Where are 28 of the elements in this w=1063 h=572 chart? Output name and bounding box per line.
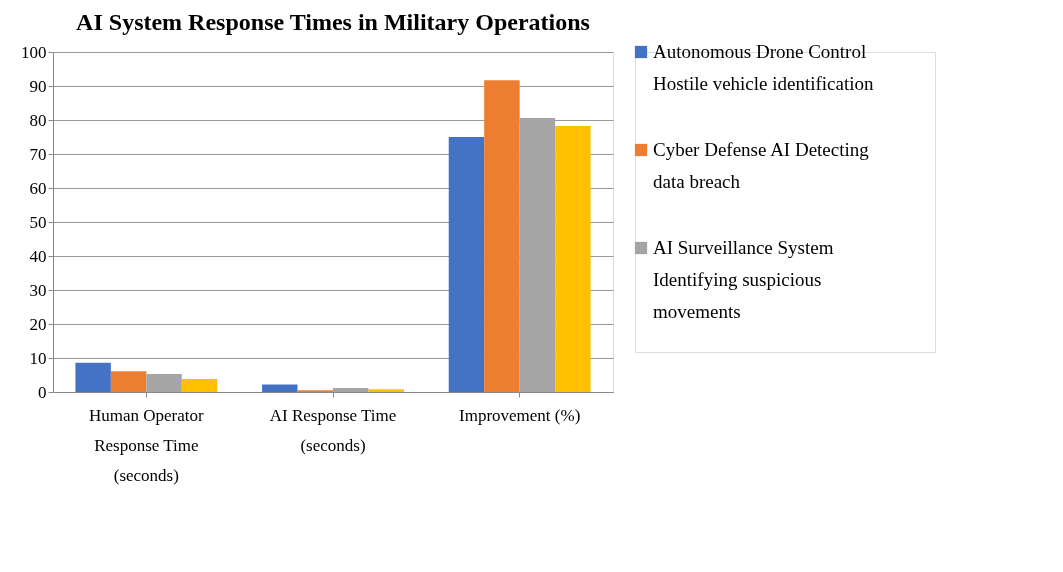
- bar: [368, 389, 404, 392]
- y-tick-label: 30: [29, 280, 47, 300]
- bar: [555, 126, 591, 392]
- y-tick-label: 50: [29, 212, 47, 232]
- bar: [333, 387, 369, 392]
- x-tick-label: Improvement (%): [459, 405, 581, 425]
- bar: [75, 362, 111, 392]
- bar: [181, 379, 218, 392]
- y-tick-label: 100: [21, 42, 47, 62]
- chart-title: AI System Response Times in Military Operations: [76, 9, 590, 35]
- bar: [262, 384, 298, 392]
- x-tick-label: Human Operator Response Time (seconds): [88, 405, 205, 485]
- bar: [484, 80, 520, 392]
- legend-label: AI Surveillance System Identifying suspicious movements: [653, 237, 834, 322]
- y-tick-label: 0: [38, 382, 47, 402]
- y-tick-label: 70: [29, 144, 47, 164]
- y-tick-label: 60: [29, 178, 47, 198]
- legend-label: Autonomous Drone Control Hostile vehicle identification: [653, 41, 875, 94]
- y-tick-label: 80: [29, 110, 47, 130]
- y-tick-label: 20: [29, 314, 47, 334]
- y-tick-label: 10: [29, 348, 47, 368]
- legend-label: Cyber Defense AI Detecting data breach: [653, 139, 870, 192]
- x-tick-label: AI Response Time (seconds): [269, 405, 397, 455]
- y-tick-label: 40: [29, 246, 47, 266]
- bar: [146, 373, 182, 392]
- y-tick-label: 90: [29, 76, 47, 96]
- bar: [448, 137, 485, 392]
- bar: [110, 371, 147, 392]
